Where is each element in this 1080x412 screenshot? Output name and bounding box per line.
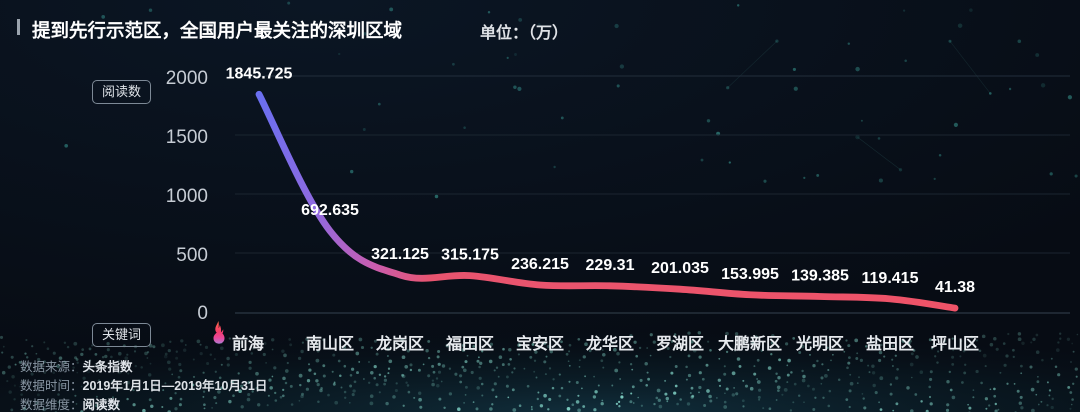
svg-text:229.31: 229.31 — [586, 257, 635, 274]
svg-text:321.125: 321.125 — [371, 246, 429, 263]
svg-text:236.215: 236.215 — [511, 256, 569, 273]
svg-text:1845.725: 1845.725 — [226, 65, 293, 82]
svg-text:119.415: 119.415 — [862, 270, 919, 287]
svg-text:41.38: 41.38 — [935, 279, 975, 296]
svg-text:201.035: 201.035 — [651, 260, 709, 277]
svg-text:153.995: 153.995 — [721, 266, 779, 283]
svg-text:315.175: 315.175 — [441, 247, 499, 264]
svg-text:692.635: 692.635 — [301, 202, 359, 219]
svg-text:139.385: 139.385 — [791, 267, 849, 284]
